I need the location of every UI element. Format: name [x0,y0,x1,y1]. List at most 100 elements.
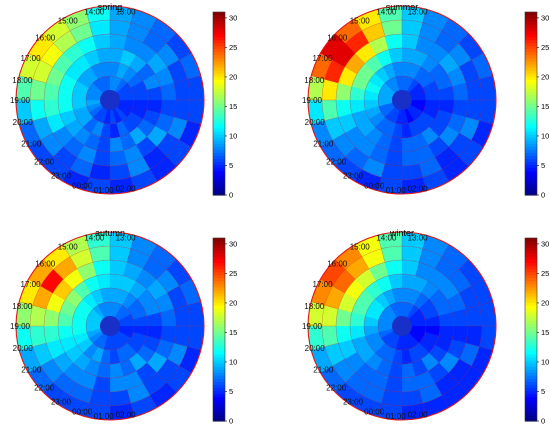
colorbar-swatch [525,299,537,303]
colorbar-swatch [213,191,225,196]
colorbar-swatch [213,308,225,312]
hour-tick-label: 16:00 [35,33,56,42]
grid-spoke [142,18,158,43]
colorbar-frame [212,11,226,196]
colorbar-tick-label: 30 [541,240,549,249]
hour-tick-label: 22:00 [34,383,55,392]
colorbar-swatch [213,393,225,398]
colorbar-swatch [213,274,225,279]
grid-spoke [320,358,345,374]
colorbar-swatch [213,146,225,150]
colorbar-swatch [213,277,225,282]
hour-tick-label: 14:00 [376,7,397,16]
colorbar-tick-label: 25 [541,43,549,52]
colorbar-tick-label: 0 [541,417,545,426]
hour-tick-label: 16:00 [327,259,348,268]
colorbar-swatch [525,308,537,312]
colorbar-swatch [525,109,537,114]
grid-spoke [459,132,484,148]
colorbar-swatch [525,238,537,242]
colorbar-swatch [213,338,225,343]
grid-spoke [465,342,493,351]
hour-tick-label: 00:00 [364,408,385,417]
hour-tick-label: 23:00 [51,171,72,180]
hour-tick-label: 00:00 [72,408,93,417]
colorbar-swatch [213,173,225,178]
colorbar-tick-label: 15 [229,328,237,337]
hour-tick-label: 23:00 [343,397,364,406]
colorbar-swatch [213,18,225,22]
colorbar-swatch [213,73,225,77]
colorbar-swatch [525,36,537,41]
colorbar-swatch [525,250,537,254]
grid-spoke [465,75,493,84]
panel-title: summer [386,2,419,12]
colorbar-swatch [213,350,225,355]
colorbar-swatch [213,289,225,294]
colorbar-swatch [213,134,225,138]
colorbar-tick-label: 20 [229,299,237,308]
grid-spoke [335,146,356,167]
polar-hub [100,316,120,336]
colorbar-swatch [213,164,225,169]
colorbar-swatch [525,79,537,83]
colorbar-swatch [525,274,537,279]
colorbar-tick-label: 25 [229,269,237,278]
hour-tick-label: 22:00 [34,157,55,166]
colorbar-swatch [213,109,225,114]
colorbar-swatch [213,369,225,373]
hour-tick-label: 13:00 [408,7,429,16]
colorbar-swatch [213,244,225,248]
colorbar-swatch [213,347,225,352]
colorbar-swatch [213,21,225,25]
hour-tick-label: 14:00 [84,7,105,16]
colorbar-swatch [213,149,225,153]
colorbar-tick-label: 10 [229,358,237,367]
colorbar-swatch [213,280,225,285]
colorbar-swatch [525,73,537,77]
grid-spoke [377,163,386,191]
colorbar-swatch [213,158,225,163]
colorbar-tick-label: 20 [541,73,549,82]
colorbar-tick-label: 30 [229,240,237,249]
colorbar-swatch [213,143,225,147]
hour-tick-label: 14:00 [84,233,105,242]
colorbar-swatch [525,411,537,416]
grid-spoke [19,75,47,84]
grid-spoke [320,52,345,68]
colorbar-swatch [525,27,537,31]
colorbar-swatch [213,320,225,324]
colorbar-swatch [213,66,225,71]
colorbar-swatch [525,414,537,419]
colorbar-swatch [213,54,225,59]
colorbar-swatch [213,91,225,95]
grid-spoke [434,157,450,182]
grid-spoke [335,33,356,54]
grid-spoke [448,33,469,54]
colorbar-swatch [213,283,225,288]
hour-tick-label: 00:00 [72,182,93,191]
colorbar-swatch [213,36,225,41]
colorbar-tick-label: 0 [229,191,233,200]
colorbar-swatch [525,305,537,309]
grid-spoke [156,146,177,167]
grid-spoke [173,75,201,84]
grid-spoke [28,358,53,374]
colorbar-swatch [213,250,225,254]
colorbar-tick-label: 30 [229,14,237,23]
colorbar-swatch [525,262,537,267]
colorbar-swatch [525,375,537,379]
grid-spoke [418,9,427,37]
hour-tick-label: 20:00 [305,344,326,353]
colorbar-swatch [525,85,537,89]
colorbar-swatch [213,106,225,111]
colorbar-tick-label: 15 [541,102,549,111]
hour-tick-label: 19:00 [10,322,31,331]
grid-spoke [85,235,94,263]
hour-tick-label: 21:00 [21,366,42,375]
grid-spoke [448,146,469,167]
grid-ring [71,61,149,139]
colorbar-tick-label: 10 [541,358,549,367]
